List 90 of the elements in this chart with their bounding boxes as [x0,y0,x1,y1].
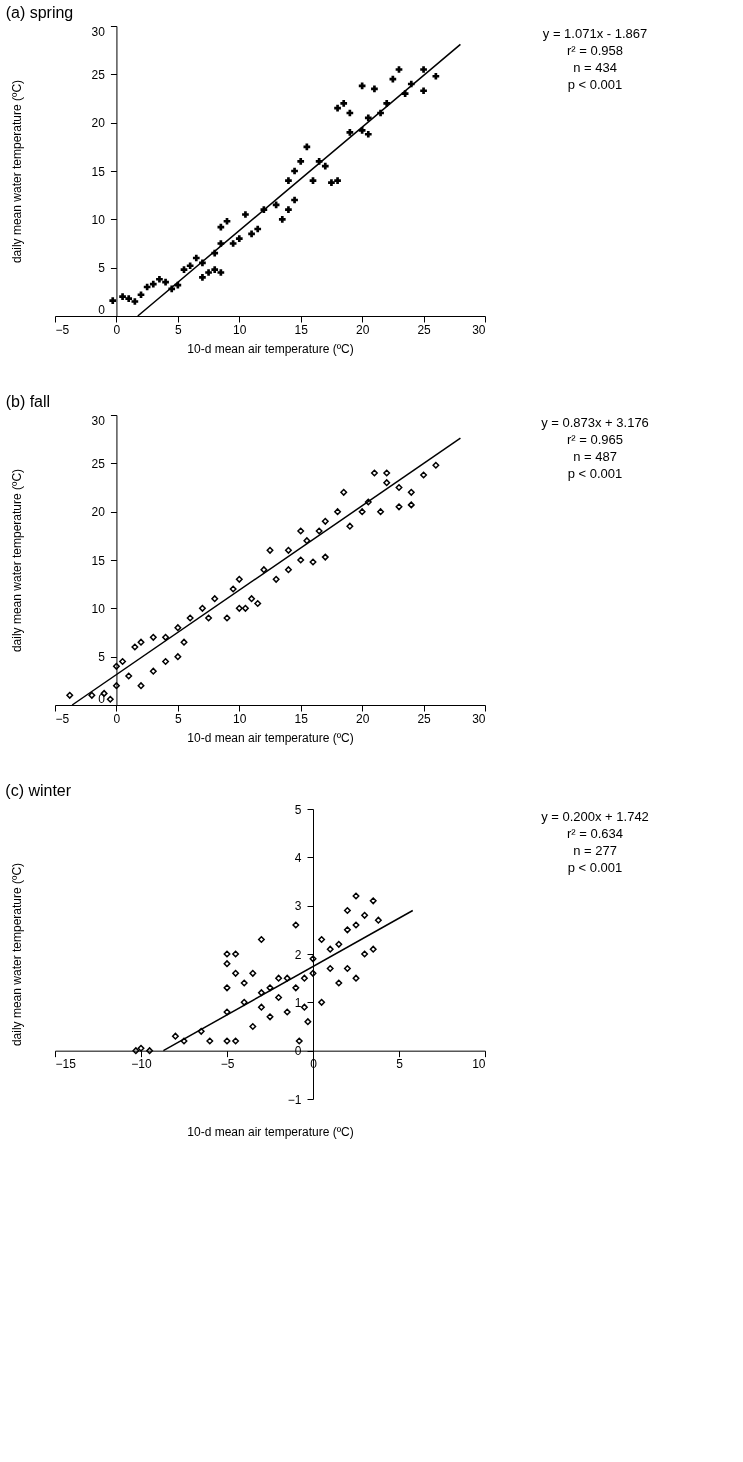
x-tick-label: 0 [113,322,121,337]
x-axis-title: 10-d mean air temperature (ºC) [187,1124,354,1139]
point [326,945,334,953]
x-tick-label: 5 [175,322,183,337]
point [369,897,377,905]
y-tick-label: 1 [294,995,302,1010]
y-tick-label: 5 [294,802,302,817]
point [249,1023,257,1030]
point [369,945,377,953]
x-tick-label: −5 [220,1057,235,1072]
y-tick-label: 3 [294,899,302,914]
x-tick-label: 5 [175,711,183,726]
y-tick-label: 30 [91,24,106,39]
point [361,911,369,919]
point [206,1037,214,1045]
y-axis-title: daily mean water temperature (ºC) [10,79,25,264]
point [146,1047,154,1055]
point [232,969,240,977]
point [232,1037,240,1045]
point [292,984,300,992]
point [300,974,308,982]
text: r² = 0.958 [566,43,624,58]
x-tick-label: 5 [396,1057,404,1072]
point [361,950,369,958]
y-tick-label: 5 [98,650,106,665]
point [304,1018,312,1026]
y-tick-label: 25 [91,67,106,82]
chart-title: (c) winter [5,782,72,799]
y-tick-label: 0 [98,302,106,317]
text: r² = 0.634 [566,826,624,841]
point [326,965,334,972]
point [335,979,343,987]
point [249,969,257,977]
x-tick-label: 10 [233,711,247,726]
x-tick-label: 10 [472,1057,486,1072]
text: n = 434 [573,60,617,75]
y-tick-label: 2 [294,947,302,962]
point [137,1044,145,1052]
text: n = 487 [573,449,617,464]
point [295,1037,303,1045]
y-tick-label: 30 [91,413,106,428]
point [335,940,343,948]
x-tick-label: 30 [472,711,486,726]
text: y = 0.873x + 3.176 [541,415,649,430]
point [309,969,317,977]
chart-title: (a) spring [5,4,74,21]
x-tick-label: 25 [417,711,432,726]
y-tick-label: 15 [91,164,106,179]
point [300,1003,308,1011]
point [275,974,283,982]
text: y = 1.071x - 1.867 [542,26,648,41]
x-tick-label: −5 [55,711,70,726]
y-axis-title: daily mean water temperature (ºC) [10,468,25,653]
x-tick-label: −15 [55,1057,77,1072]
y-tick-label: 25 [91,456,106,471]
point [318,998,326,1006]
point [232,950,240,958]
point [132,1047,140,1055]
point [343,926,351,934]
text: n = 277 [573,843,617,858]
x-tick-label: 20 [355,322,370,337]
y-tick-label: 20 [91,505,106,520]
point [223,960,231,968]
point [292,921,300,929]
text: r² = 0.965 [566,432,624,447]
y-tick-label: 10 [91,601,106,616]
x-axis-title: 10-d mean air temperature (ºC) [187,730,354,745]
y-tick-label: 15 [91,553,106,568]
x-tick-label: 0 [113,711,121,726]
point [257,1003,265,1011]
y-tick-label: 5 [98,261,106,276]
text: p < 0.001 [567,860,623,875]
y-tick-label: 10 [91,212,106,227]
x-tick-label: 10 [233,322,247,337]
chart-title: (b) fall [5,393,51,410]
y-axis-title: daily mean water temperature (ºC) [9,862,24,1047]
text: y = 0.200x + 1.742 [541,809,649,824]
text: p < 0.001 [567,466,623,481]
x-axis-title: 10-d mean air temperature (ºC) [187,341,354,356]
x-tick-label: 30 [472,322,486,337]
point [374,916,382,924]
y-tick-label: 20 [91,116,106,131]
x-tick-label: 20 [355,711,370,726]
text: p < 0.001 [567,77,623,92]
y-tick-label: 4 [294,850,302,865]
x-tick-label: −10 [131,1057,152,1072]
x-tick-label: −5 [55,322,70,337]
x-tick-label: 25 [417,322,432,337]
y-tick-label: −1 [287,1092,302,1107]
point [171,1032,179,1040]
